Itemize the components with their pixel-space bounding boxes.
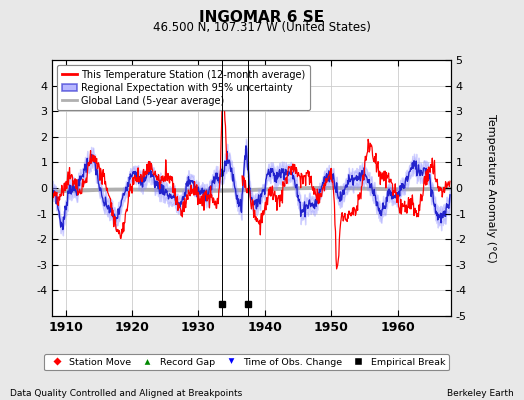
- Legend: This Temperature Station (12-month average), Regional Expectation with 95% uncer: This Temperature Station (12-month avera…: [57, 65, 310, 110]
- Legend: Station Move, Record Gap, Time of Obs. Change, Empirical Break: Station Move, Record Gap, Time of Obs. C…: [43, 354, 449, 370]
- Text: Data Quality Controlled and Aligned at Breakpoints: Data Quality Controlled and Aligned at B…: [10, 389, 243, 398]
- Text: 46.500 N, 107.317 W (United States): 46.500 N, 107.317 W (United States): [153, 21, 371, 34]
- Text: INGOMAR 6 SE: INGOMAR 6 SE: [200, 10, 324, 25]
- Text: Berkeley Earth: Berkeley Earth: [447, 389, 514, 398]
- Y-axis label: Temperature Anomaly (°C): Temperature Anomaly (°C): [486, 114, 496, 262]
